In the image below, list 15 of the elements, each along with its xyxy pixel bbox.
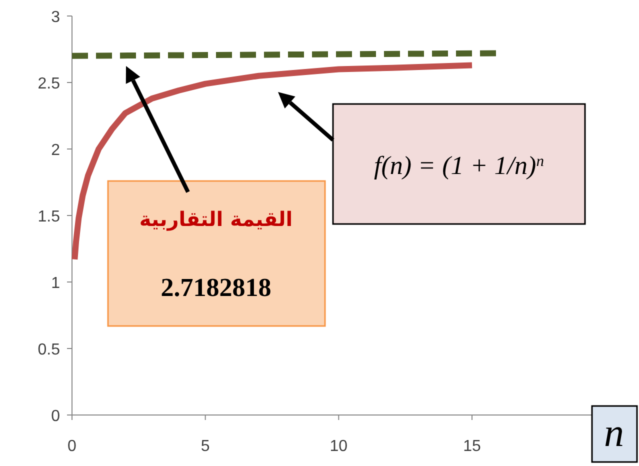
y-tick-label: 0.5 [38,342,60,358]
y-tick-label: 1 [51,275,60,292]
y-tick-label: 0 [51,408,60,425]
x-tick-label: 5 [200,438,210,455]
y-tick-label: 1.5 [38,208,60,226]
x-tick-label: 15 [463,438,481,455]
x-tick-label: 10 [330,438,348,455]
annotation: القيمة التقاربية [139,207,293,231]
x-tick-label: 0 [68,438,77,455]
y-tick-label: 2 [51,142,60,159]
y-tick-label: 3 [51,9,60,26]
x-axis-title: n [604,410,624,455]
y-tick-label: 2.5 [38,76,60,92]
annotation: f(n) = (1 + 1/n)$^{n}$ [374,151,544,180]
annotation: 2.7182818 [160,273,272,302]
